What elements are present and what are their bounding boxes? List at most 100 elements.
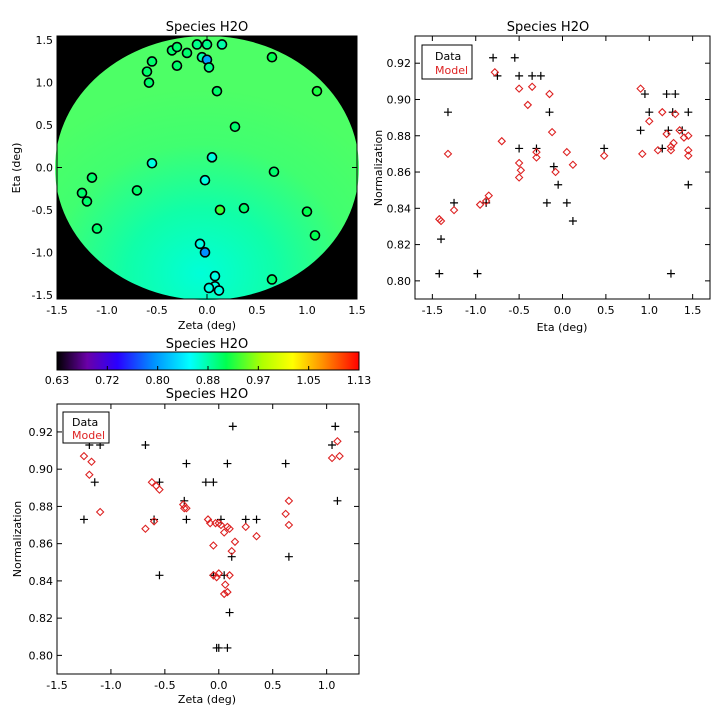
eta-ylabel: Normalization [372,130,385,206]
eta-data-point [515,144,524,153]
eta-data-point [662,90,671,99]
eta-xlabel: Eta (deg) [537,321,588,334]
zeta-data-point [141,440,150,449]
eta-xtick-label: -1.5 [422,304,443,317]
zeta-model-point [230,537,240,547]
eta-ytick-label: 0.80 [387,275,412,288]
eta-ytick-label: 0.86 [387,166,412,179]
zeta-data-point [90,478,99,487]
eta-model-point [669,138,678,148]
eta-model-point [532,147,541,157]
eta-model-point [545,89,554,99]
eta-model-point [644,116,654,126]
eta-data-point [684,180,693,189]
map-point [81,196,93,207]
eta-xtick-label: 1.5 [684,304,702,317]
eta-model-point [514,84,524,93]
eta-model-point [475,200,485,209]
eta-model-point [684,151,693,160]
zeta-data-point [252,515,261,524]
eta-data-point [664,126,673,135]
zeta-model-point [327,453,337,463]
zeta-model-point [209,541,218,550]
eta-model-point [599,151,609,160]
eta-ytick-label: 0.84 [387,202,412,215]
eta-model-point [547,127,557,137]
eta-ytick-label: 0.82 [387,239,412,252]
map-point [201,39,213,50]
zeta-model-point [335,451,344,461]
eta-model-point [490,67,500,77]
zeta-xtick-label: 1.0 [318,679,336,692]
zeta-data-point [155,478,164,487]
zeta-model-point [284,520,294,530]
map-point [206,152,218,163]
zeta-data-point [182,459,191,468]
colorbar-tick-label: 1.13 [347,374,372,387]
map-point [203,282,215,294]
eta-model-point [666,145,676,155]
zeta-data-point [328,440,337,449]
map-point [91,223,103,234]
eta-xtick-label: -0.5 [508,304,529,317]
eta-data-point [568,217,577,226]
map-xtick-label: -1.5 [46,304,67,317]
zeta-xtick-label: 0.5 [264,679,282,692]
map-ytick-label: 1.0 [36,77,54,90]
map-ytick-label: -1.0 [32,246,53,259]
eta-xtick-label: 0.0 [554,304,572,317]
colorbar-title: Species H2O [166,337,248,352]
zeta-model-point [147,477,157,487]
map-xlabel: Zeta (deg) [178,319,236,332]
map-point [216,39,228,50]
eta-model-point [671,109,680,119]
map-point [309,230,321,241]
map-point [141,66,153,77]
zeta-model-point [219,589,229,599]
eta-legend-data: Data [435,50,461,63]
zeta-legend: Data Model [62,411,110,444]
zeta-legend-box [62,411,110,444]
eta-xtick-label: 0.5 [597,304,615,317]
zeta-data-point [281,459,290,468]
zeta-data-point [223,459,232,468]
eta-model-point [662,129,671,139]
panel-eta-scatter: Species H2O -1.5 -1.0 -0.5 0.0 0.5 1.0 1.5 0.8… [372,20,711,334]
eta-data-point [515,71,524,80]
map-point [199,174,211,186]
zeta-model-point [95,507,105,517]
eta-model-point [484,191,494,200]
map-point [131,185,143,196]
zeta-model-point [227,546,237,556]
eta-model-point [449,205,459,215]
eta-data-point [562,198,571,207]
zeta-data-point [155,571,164,580]
zeta-model-point [179,503,189,513]
zeta-xtick-label: -1.5 [46,679,67,692]
zeta-data-point [228,422,237,431]
zeta-data-point [241,515,250,524]
colorbar-tick-label: 0.63 [45,374,70,387]
zeta-ytick-label: 0.84 [29,575,54,588]
eta-data-point [678,126,687,135]
zeta-title: Species H2O [166,387,248,402]
eta-model-point [653,145,663,155]
map-point [266,274,278,285]
map-point [181,47,193,59]
zeta-model-point [223,587,232,597]
map-point [301,206,313,217]
eta-model-point [481,196,491,206]
eta-data-point [545,108,554,117]
colorbar-tick-label: 0.80 [145,374,170,387]
eta-data-point [684,108,693,117]
eta-data-point [542,198,551,207]
eta-model-point [497,136,507,146]
zeta-model-point [219,528,229,537]
eta-legend-box [421,44,473,80]
eta-data-point [450,198,459,207]
eta-model-point [658,107,667,117]
zeta-model-point [241,522,251,532]
colorbar-tick-label: 0.72 [95,374,120,387]
zeta-model-point [284,496,294,506]
